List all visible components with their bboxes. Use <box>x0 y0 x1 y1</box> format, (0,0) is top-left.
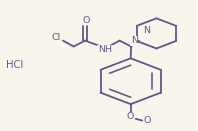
Text: O: O <box>82 16 90 25</box>
Text: N: N <box>143 26 150 35</box>
Text: NH: NH <box>98 45 112 54</box>
Text: O: O <box>127 112 134 121</box>
Text: HCl: HCl <box>6 61 24 70</box>
Text: Cl: Cl <box>52 33 61 42</box>
Text: N: N <box>131 36 138 45</box>
Text: O: O <box>143 116 150 125</box>
